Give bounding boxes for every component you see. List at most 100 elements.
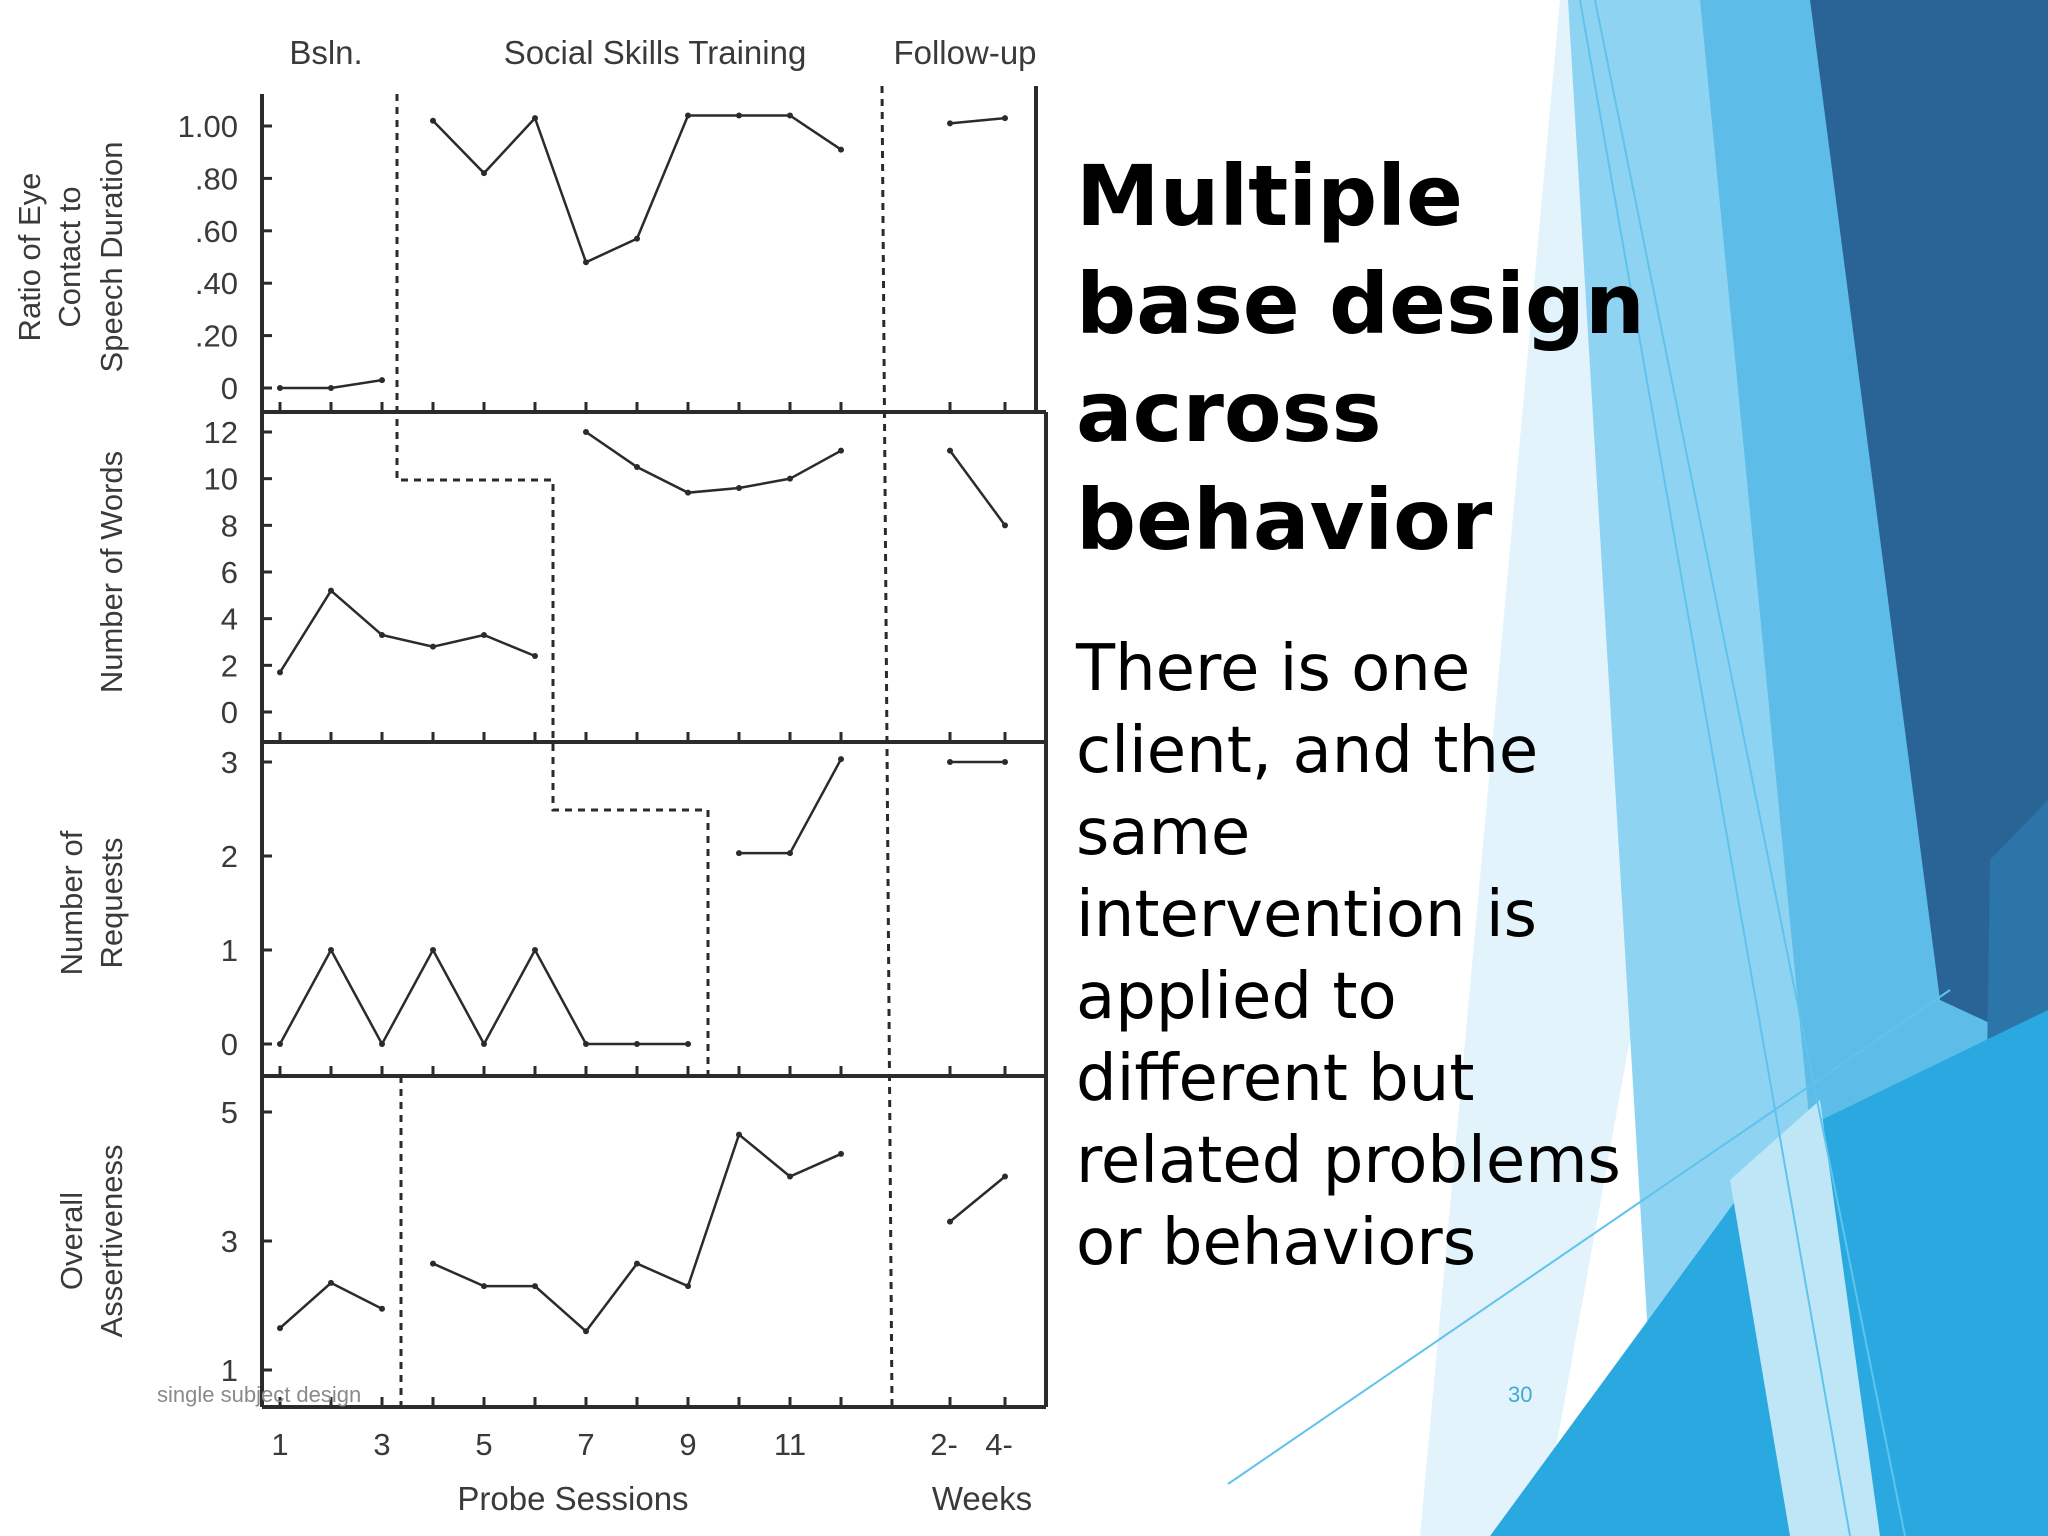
deco-line-3 xyxy=(1227,989,1951,1485)
panel-2-baseline-series xyxy=(278,588,536,673)
panel-1-followup-series-point xyxy=(1002,115,1008,122)
panel-1-baseline-series-point xyxy=(379,377,385,384)
panel-1-training-series-point xyxy=(634,235,640,242)
panel-1-y-axis-label: Contact to xyxy=(52,186,87,327)
panel-4-training-series-point xyxy=(430,1260,436,1267)
panel-2-followup-series xyxy=(948,449,1007,527)
panel-3-y-tick-label: 1 xyxy=(221,933,238,968)
panel-2-training-series-point xyxy=(685,489,691,496)
panel-4-training-series-point xyxy=(838,1150,844,1157)
panel-2-y-tick-label: 10 xyxy=(204,462,238,497)
panel-4-training-series-point xyxy=(532,1283,538,1290)
panel-1-y-tick-label: 1.00 xyxy=(178,109,238,144)
multiple-baseline-chart: Bsln. Social Skills Training Follow-up 1.00… xyxy=(12,34,1048,1517)
panel-4-y-axis-label: Assertiveness xyxy=(94,1145,129,1338)
panel-3-baseline-series-point xyxy=(532,947,538,953)
slide-title: Multiple base design across behavior xyxy=(1076,147,1645,569)
panel-4-training-series-point xyxy=(583,1328,589,1335)
slide-body-text: There is one client, and the same interv… xyxy=(1076,632,1621,1280)
panel-3-baseline-series-point xyxy=(430,947,436,953)
x-axis-title: Probe Sessions xyxy=(457,1480,688,1517)
panel-3-training-series xyxy=(739,758,843,855)
phase-label-2: Social Skills Training xyxy=(504,34,807,71)
panel-3-baseline-series-point xyxy=(685,1041,691,1047)
x-tick-label: 11 xyxy=(774,1427,806,1462)
panel-4-training-series xyxy=(432,1132,842,1334)
panel-2-training-series-point xyxy=(736,485,742,491)
panel-2-y-tick-label: 12 xyxy=(204,415,238,450)
panel-4-training-series-point xyxy=(685,1283,691,1290)
panel-4-y-tick-label: 3 xyxy=(221,1224,238,1259)
panel-3-y-tick-label: 0 xyxy=(221,1027,238,1062)
x-tick-label: 3 xyxy=(373,1427,390,1462)
panel-1-baseline-series-point xyxy=(328,385,334,391)
panel-2-y-tick-label: 6 xyxy=(221,555,238,590)
panel-2-baseline-series-point xyxy=(379,632,385,638)
panel-1-y-tick-label: .40 xyxy=(195,266,238,301)
panel-3-y-tick-label: 3 xyxy=(221,745,238,780)
panel-4-y-tick-label: 5 xyxy=(221,1095,238,1130)
panel-1-training-series-point xyxy=(787,112,793,119)
deco-line-1 xyxy=(1579,0,1851,1536)
deco-shape-pale xyxy=(1730,1100,1880,1536)
panel-1-training-series-point xyxy=(736,112,742,119)
panel-4-training-series-point xyxy=(787,1173,793,1180)
panel-1-y-axis-label: Speech Duration xyxy=(94,142,129,373)
panel-1-y-axis-label: Ratio of Eye xyxy=(12,173,47,342)
panel-3-baseline-series-point xyxy=(634,1041,640,1047)
panel-3-followup-series-point xyxy=(1002,759,1008,765)
panel-3-training-series-point xyxy=(736,850,742,857)
panel-4-baseline-series-point xyxy=(277,1325,283,1332)
panel-3-baseline-series-point xyxy=(277,1041,283,1047)
panel-4-y-axis-label: Overall xyxy=(54,1192,89,1290)
panel-2-y-tick-label: 4 xyxy=(221,602,238,637)
panel-1-y-tick-label: 0 xyxy=(221,371,238,406)
phase-label-1: Bsln. xyxy=(289,34,362,71)
panel-1-training-series-point xyxy=(430,117,436,124)
x-tick-label: 5 xyxy=(475,1427,492,1462)
panel-1-followup-series-point xyxy=(947,120,953,127)
panel-4-training-series-point xyxy=(634,1260,640,1267)
panel-3-baseline-series-point xyxy=(328,947,334,953)
panel-2-training-series-point xyxy=(634,464,640,470)
x-axis-title-weeks: Weeks xyxy=(932,1480,1032,1517)
panel-2-training-series xyxy=(585,430,842,494)
panel-1-training-series-point xyxy=(583,259,589,266)
panel-3-followup-series-point xyxy=(947,759,953,765)
panel-4-baseline-series xyxy=(279,1281,383,1330)
deco-line-2 xyxy=(1594,0,1906,1536)
panel-4-training-series-point xyxy=(736,1131,742,1138)
panel-1-baseline-series-point xyxy=(277,385,283,391)
panel-2-y-tick-label: 0 xyxy=(221,695,238,730)
panel-3-y-axis-label: Number of xyxy=(54,830,89,975)
followup-tick-label: 4- xyxy=(985,1427,1013,1462)
phase-change-staircase-line xyxy=(395,94,710,1076)
panel-3-y-axis-label: Requests xyxy=(94,838,129,969)
panel-2-training-series-point xyxy=(787,475,793,482)
panel-4-baseline-series-point xyxy=(379,1305,385,1312)
panel-4-followup-series xyxy=(949,1175,1006,1223)
panel-2-baseline-series-point xyxy=(277,669,283,676)
deco-shape-dark-1 xyxy=(1810,0,2048,1050)
panel-3-baseline-series-point xyxy=(481,1041,487,1047)
footer-text: single subject design xyxy=(157,1382,362,1407)
phase-label-3: Follow-up xyxy=(893,34,1036,71)
x-tick-label: 9 xyxy=(679,1427,696,1462)
panel-3-training-series-point xyxy=(838,756,844,763)
panel-4-followup-series-point xyxy=(1002,1173,1008,1180)
panel-2-baseline-series-point xyxy=(532,653,538,659)
panel-2-baseline-series-point xyxy=(430,643,436,650)
panel-3-baseline-series-point xyxy=(379,1041,385,1047)
panel-3-baseline-series xyxy=(278,947,688,1047)
panel-1-training-series-point xyxy=(685,112,691,119)
panel-4-baseline-series-point xyxy=(328,1279,334,1286)
panel-2-y-tick-label: 8 xyxy=(221,508,238,543)
panel-4-training-series-point xyxy=(481,1283,487,1290)
panel-1-y-tick-label: .80 xyxy=(195,161,238,196)
x-tick-label: 1 xyxy=(271,1427,288,1462)
x-tick-label: 7 xyxy=(577,1427,594,1462)
panel-2-training-series-point xyxy=(583,429,589,435)
panel-3-baseline-series-point xyxy=(583,1041,589,1047)
panel-2-followup-series-point xyxy=(947,447,953,454)
panel-2-baseline-series-point xyxy=(481,632,487,638)
